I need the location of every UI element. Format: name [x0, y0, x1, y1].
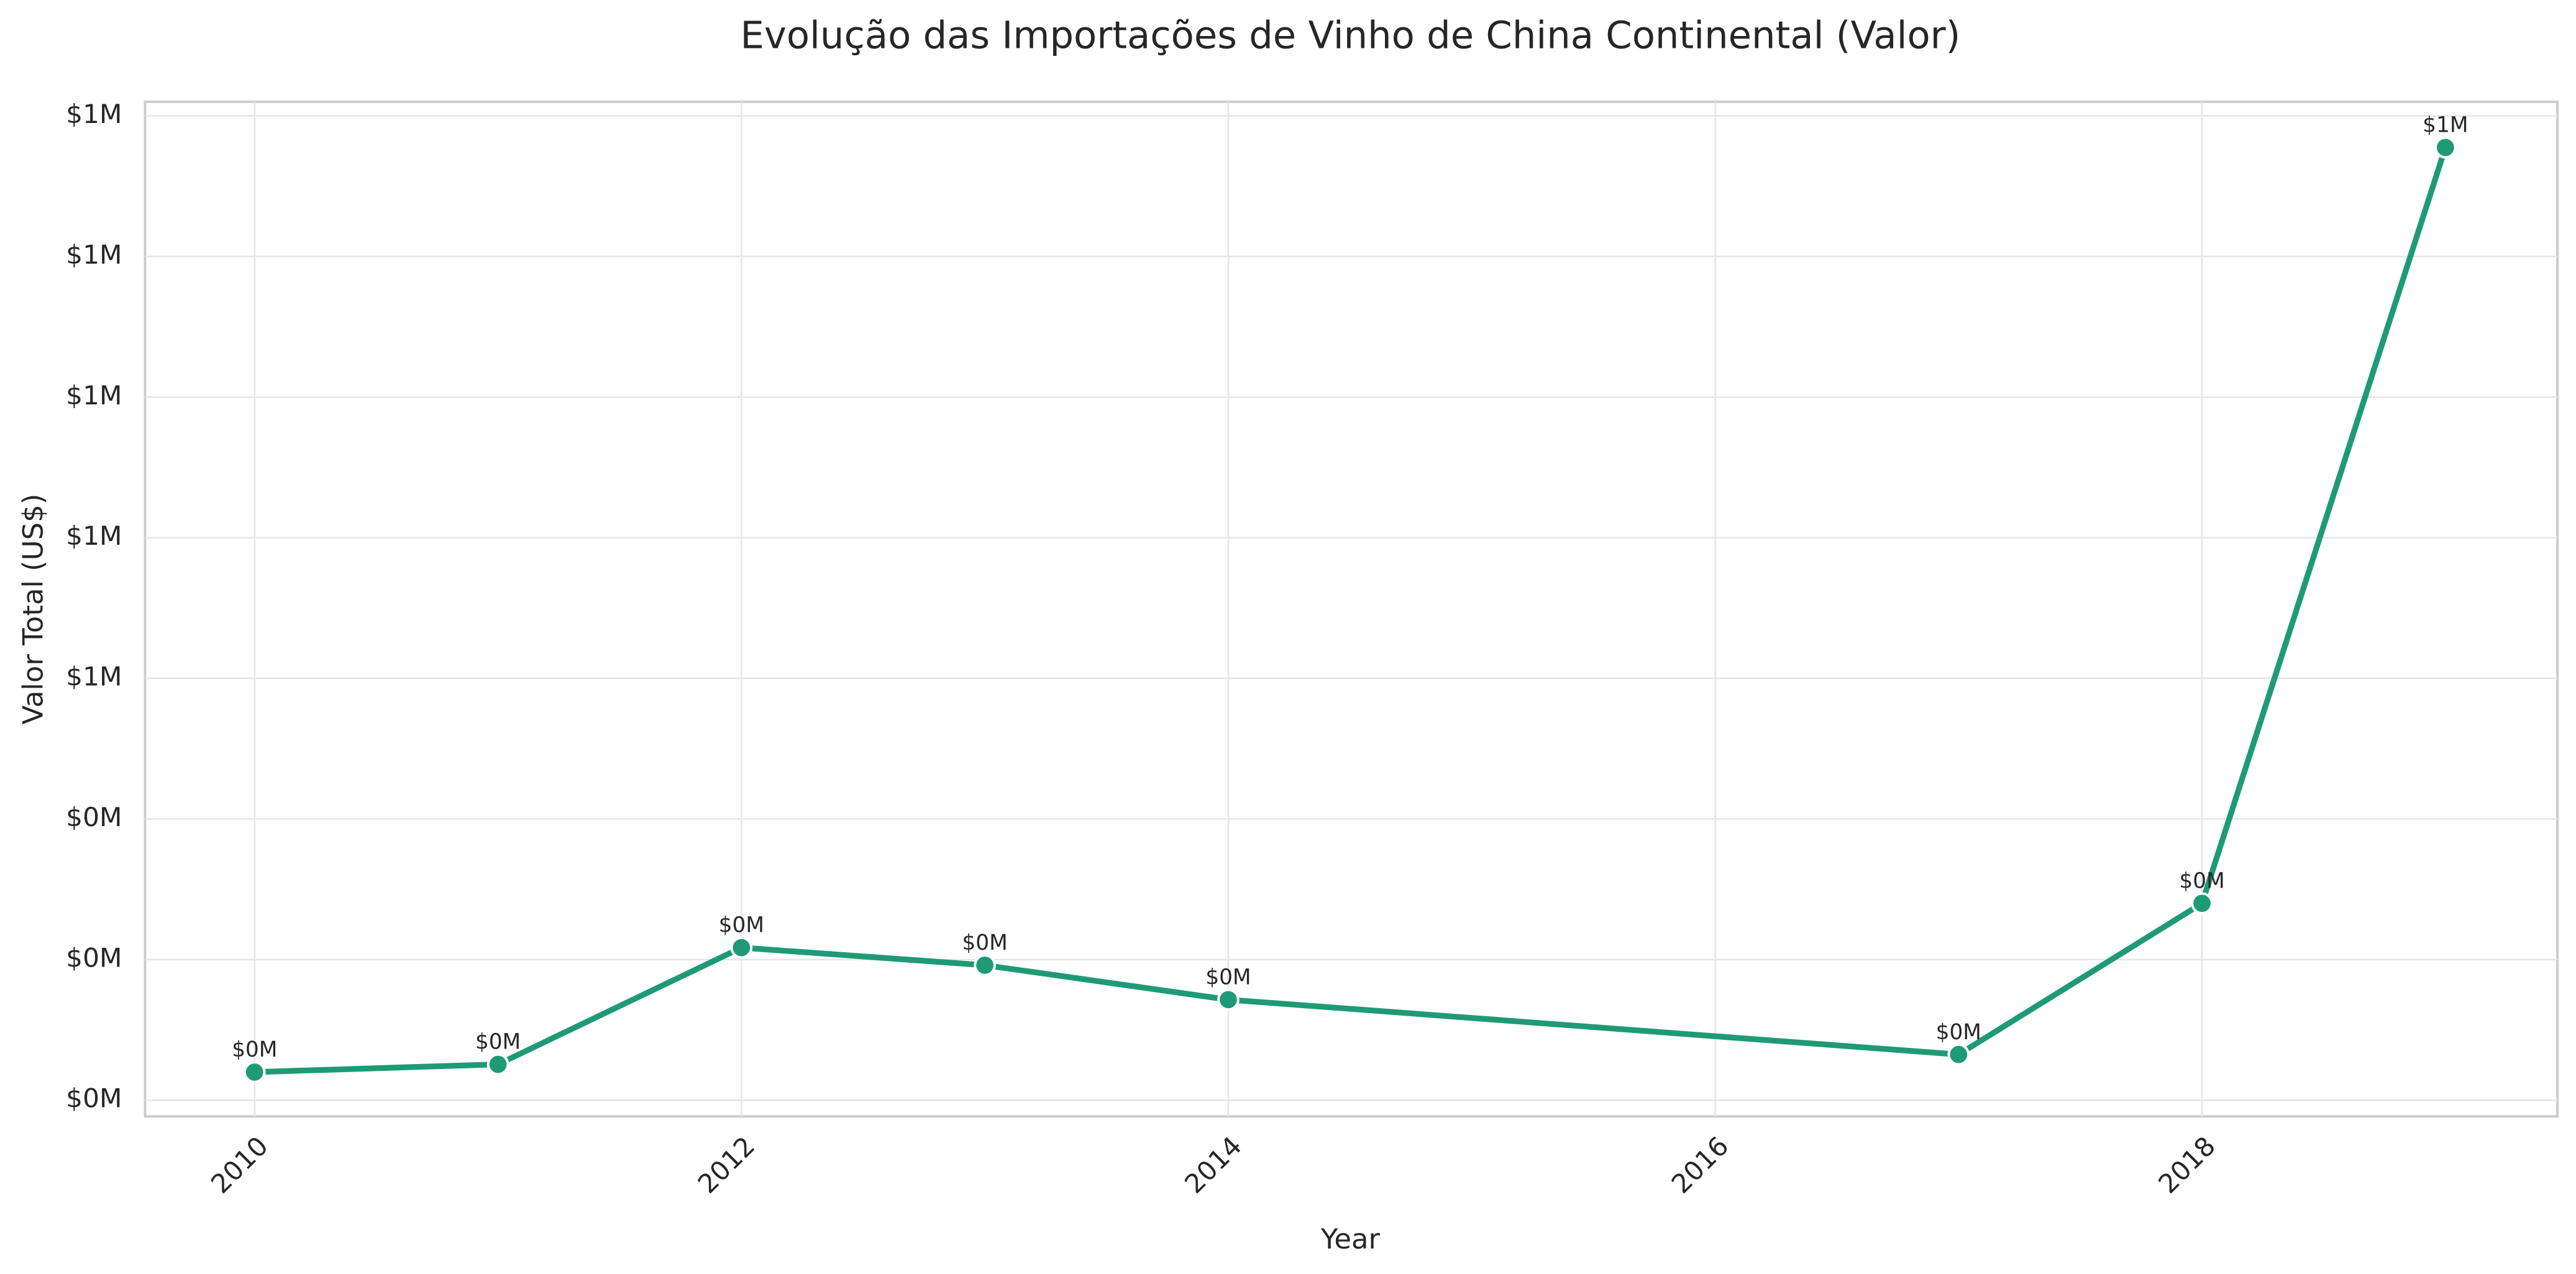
y-axis-label: Valor Total (US$) — [16, 494, 49, 725]
y-tick-label: $1M — [66, 99, 122, 129]
point — [486, 1053, 509, 1076]
value-label: $0M — [232, 1037, 277, 1062]
value-label: $0M — [962, 930, 1007, 955]
value-label: $0M — [1936, 1020, 1981, 1045]
x-tick-label: 2012 — [692, 1131, 761, 1199]
point — [243, 1061, 266, 1083]
value-label: $0M — [475, 1030, 521, 1055]
y-tick-label: $1M — [66, 380, 122, 411]
point — [2434, 136, 2457, 159]
x-tick-label: 2010 — [205, 1131, 274, 1199]
y-tick-label: $0M — [66, 942, 122, 973]
x-tick-label: 2014 — [1179, 1131, 1248, 1199]
x-axis-label: Year — [1320, 1222, 1381, 1255]
grid-layer — [145, 101, 2558, 1117]
line — [254, 147, 2449, 1075]
plot-area — [144, 100, 2559, 1118]
point — [2191, 892, 2213, 915]
value-label: $1M — [2423, 113, 2468, 138]
x-tick-label: 2018 — [2152, 1131, 2221, 1199]
point — [730, 936, 753, 959]
value-label: $0M — [1205, 965, 1251, 990]
y-tick-label: $1M — [66, 662, 122, 692]
value-label: $0M — [719, 913, 764, 938]
y-tick-label: $0M — [66, 1083, 122, 1114]
x-tick-label: 2016 — [1666, 1131, 1735, 1199]
y-tick-label: $1M — [66, 521, 122, 551]
point — [1947, 1043, 1970, 1066]
y-tick-label: $0M — [66, 802, 122, 832]
y-tick-label: $1M — [66, 239, 122, 270]
chart-title: Evolução das Importações de Vinho de Chi… — [741, 14, 1961, 57]
value-label: $0M — [2179, 868, 2224, 893]
point — [1217, 988, 1240, 1011]
marks-layer: $0M $0M $0M $0M $0M $0M $0M $1M — [232, 113, 2469, 1083]
point — [974, 954, 996, 976]
